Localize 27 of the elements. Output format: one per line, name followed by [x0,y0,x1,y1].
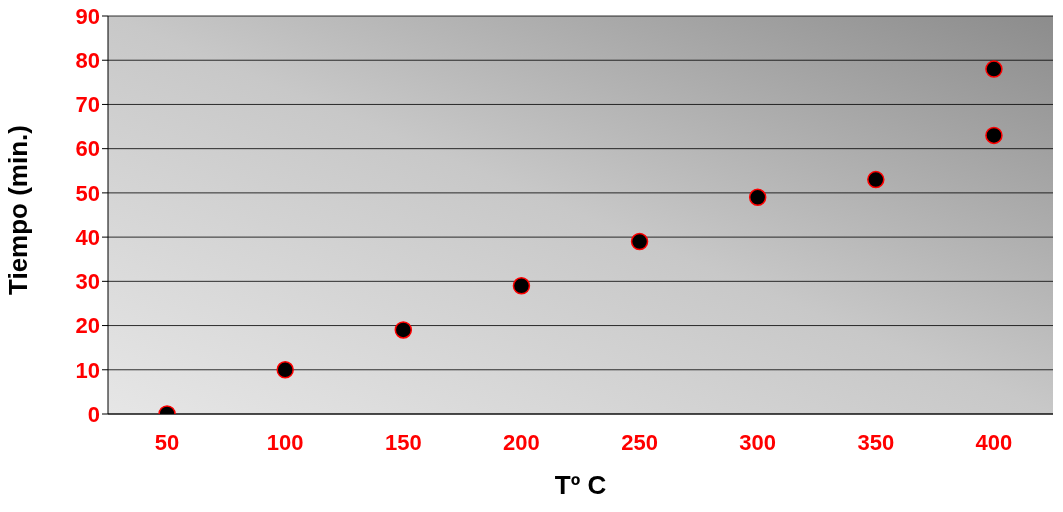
x-tick-label: 350 [857,429,895,455]
point [748,188,767,207]
point [630,232,649,251]
x-tick-label: 400 [975,429,1013,455]
y-tick-label: 60 [75,136,100,162]
x-tick-label: 100 [266,429,304,455]
y-tick-label: 80 [75,48,100,74]
point [985,126,1003,145]
y-tick-label: 30 [75,269,100,295]
x-tick-label: 250 [621,429,658,455]
y-tick-label: 90 [75,3,100,29]
y-tick-label: 50 [75,180,100,206]
x-tick-label: 200 [503,429,540,455]
y-tick-label: 40 [75,224,100,250]
y-tick-label: 70 [75,92,100,118]
point [276,361,294,379]
y-tick-label: 20 [75,313,100,339]
x-tick-label: 300 [739,429,777,455]
point [394,321,413,339]
point [867,170,885,189]
x-axis-title: Tº C [554,470,607,500]
y-tick-label: 0 [87,401,100,427]
y-tick-label: 10 [75,357,100,383]
x-tick-label: 150 [384,429,422,455]
x-tick-label: 50 [154,429,180,455]
y-axis-title: Tiempo (min.) [3,125,34,295]
point [512,277,531,295]
